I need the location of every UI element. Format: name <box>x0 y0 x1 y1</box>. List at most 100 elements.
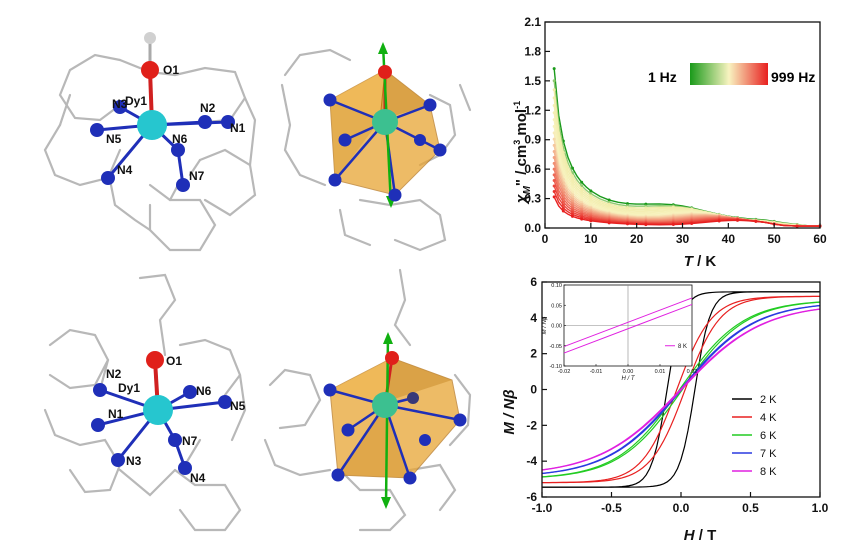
hysteresis-branch-up <box>541 301 821 478</box>
chart2-ytick-label: 2 <box>530 347 537 361</box>
ac-point <box>552 190 556 194</box>
ac-point <box>552 118 556 122</box>
top-label-n6: N6 <box>172 132 188 146</box>
bottom-atom-labels: O1 Dy1 N1 N2 N3 N4 N5 N6 N7 <box>106 354 246 485</box>
ac-point <box>561 206 565 210</box>
hysteresis-branch-down <box>541 301 821 478</box>
top-ligand-frame <box>43 53 257 252</box>
inset-legend-label: 8 K <box>678 344 687 350</box>
legend-low-label: 1 Hz <box>648 69 677 85</box>
inset-xtick-label: 0.01 <box>655 369 666 375</box>
ac-point <box>589 189 593 193</box>
chart1-xlabel: T / K <box>684 253 717 270</box>
ac-point <box>561 209 565 213</box>
bottom-label-n6: N6 <box>196 384 212 398</box>
ac-point <box>671 223 675 227</box>
bottom-label-n2: N2 <box>106 367 122 381</box>
hysteresis-branch-down <box>541 308 821 471</box>
ac-point <box>552 149 556 153</box>
top-polyhedron <box>280 42 472 252</box>
ac-point <box>580 180 584 184</box>
ac-series-line <box>553 196 820 227</box>
frequency-gradient-bar <box>690 63 768 85</box>
ac-point <box>571 214 574 218</box>
ac-point <box>552 131 556 135</box>
top-label-n1: N1 <box>230 121 246 135</box>
ac-point <box>552 195 556 199</box>
inset-loop-branch <box>563 303 693 354</box>
chart1-xtick-label: 40 <box>722 232 736 246</box>
inset-xlabel: H / T <box>622 376 636 382</box>
ac-point <box>552 79 556 83</box>
bottom-molecule: O1 Dy1 N1 N2 N3 N4 N5 N6 N7 <box>43 273 247 532</box>
inset-xtick-label: 0.02 <box>687 369 698 375</box>
chart1-legend: 1 Hz 999 Hz <box>648 63 815 85</box>
chart2-xtick-label: -1.0 <box>532 501 553 515</box>
bottom-ligand-frame <box>43 273 247 532</box>
bottom-label-o1: O1 <box>166 354 182 368</box>
ac-point <box>552 88 556 92</box>
chart2-xlabel: H / T <box>684 527 717 544</box>
chart1-xtick-label: 60 <box>813 232 827 246</box>
chart2-xtick-label: 0.0 <box>673 501 690 515</box>
inset-xtick-label: -0.01 <box>590 369 603 375</box>
top-label-n5: N5 <box>106 132 122 146</box>
bottom-label-n1: N1 <box>108 407 124 421</box>
chart2-xtick-label: -0.5 <box>601 501 622 515</box>
chart1-xtick-label: 50 <box>767 232 781 246</box>
ac-point <box>644 223 648 227</box>
bottom-atoms <box>91 351 232 475</box>
legend-entry: 2 K <box>760 394 777 406</box>
hysteresis-branch-down <box>541 295 821 484</box>
ac-point <box>607 198 611 202</box>
ac-point <box>580 217 584 221</box>
ac-point <box>626 202 629 206</box>
ac-point <box>552 184 556 188</box>
ac-point <box>552 111 556 115</box>
chart2-legend: 2 K 4 K 6 K 7 K 8 K <box>732 394 777 478</box>
chart2-ylabel: M / Nβ <box>501 389 518 434</box>
chart2-inset: -0.02 -0.01 0.00 0.01 0.02 -0.10 -0.05 0.00 0.05… <box>542 283 697 382</box>
inset-ytick-label: -0.05 <box>549 344 562 350</box>
chart2-ytick-label: 4 <box>530 311 537 325</box>
inset-ytick-label: 0.05 <box>551 303 562 309</box>
top-label-o1: O1 <box>163 63 179 77</box>
ac-point <box>561 203 565 207</box>
inset-ytick-label: -0.10 <box>549 364 562 370</box>
ac-point <box>552 103 556 107</box>
ac-point <box>717 219 721 223</box>
bottom-polyhedron <box>263 268 472 532</box>
top-atom-labels: O1 Dy1 N1 N2 N3 N4 N5 N6 N7 <box>106 63 246 183</box>
bottom-poly-frame <box>263 268 472 532</box>
legend-entry: 6 K <box>760 430 777 442</box>
chart2-ytick-label: 6 <box>530 275 537 289</box>
hysteresis-chart: -1.0 -0.5 0.0 0.5 1.0 -6 -4 -2 0 2 4 6 M / Nβ H / T… <box>501 275 829 544</box>
inset-ytick-label: 0.00 <box>551 324 562 330</box>
chart2-plot-area <box>541 291 821 488</box>
chart2-ytick-label: -6 <box>526 490 537 504</box>
ac-point <box>552 173 556 177</box>
ac-point <box>607 221 611 225</box>
ac-point <box>552 178 556 182</box>
chart1-ytick-label: 1.2 <box>524 103 541 117</box>
chart1-xtick-label: 30 <box>676 232 690 246</box>
bottom-label-n5: N5 <box>230 399 246 413</box>
inset-ytick-label: 0.10 <box>551 283 562 289</box>
bottom-label-n7: N7 <box>182 434 198 448</box>
ac-point <box>552 96 556 100</box>
ac-point <box>552 124 556 128</box>
chart1-ytick-label: 0.0 <box>524 221 541 235</box>
chart1-axes: 0 10 20 30 40 50 60 0.0 0.3 0.6 0.9 1.2 1.5 1.8 2.1 <box>524 15 827 246</box>
ac-point <box>552 161 556 165</box>
molecular-structures: O1 Dy1 N1 N2 N3 N4 N5 N6 N7 <box>43 32 472 532</box>
ac-point <box>552 67 556 71</box>
chart2-xtick-label: 1.0 <box>812 501 829 515</box>
top-label-n4: N4 <box>117 163 133 177</box>
top-atoms <box>90 32 235 192</box>
ac-point <box>571 208 574 212</box>
ac-point <box>795 224 799 228</box>
chart1-ytick-label: 0.3 <box>524 192 541 206</box>
top-label-n3: N3 <box>112 97 128 111</box>
ac-point <box>754 219 758 223</box>
